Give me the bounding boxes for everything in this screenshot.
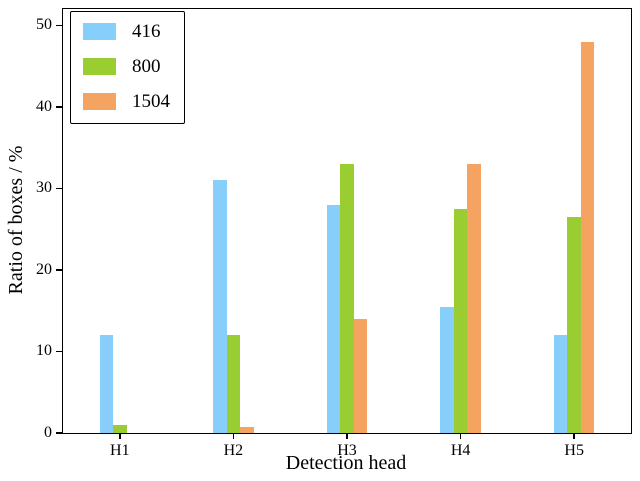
bar-416-H4	[440, 306, 454, 433]
legend-item-416: 416	[83, 22, 170, 41]
y-tick-label: 0	[44, 424, 52, 441]
y-tick-mark	[55, 350, 62, 353]
legend-label-800: 800	[132, 56, 161, 77]
legend-item-800: 800	[83, 57, 170, 76]
y-tick-mark	[55, 24, 62, 27]
x-tick-label: H4	[450, 442, 471, 459]
legend-item-1504: 1504	[83, 92, 170, 111]
x-tick-label: H2	[223, 442, 244, 459]
y-tick-label: 30	[36, 179, 52, 197]
legend-swatch-1504	[83, 93, 116, 110]
legend-label-416: 416	[132, 21, 161, 42]
y-tick-label: 40	[36, 97, 52, 115]
x-axis-label: Detection head	[285, 452, 407, 474]
y-axis-label: Ratio of boxes / %	[5, 145, 27, 295]
bar-1504-H4	[467, 163, 481, 433]
legend-label-1504: 1504	[132, 91, 170, 112]
bar-1504-H2	[240, 427, 254, 433]
y-tick-mark	[55, 269, 62, 271]
x-tick-mark	[232, 433, 235, 439]
bar-800-H4	[453, 208, 468, 433]
legend: 416 800 1504	[70, 11, 185, 124]
x-tick-label: H1	[110, 442, 130, 459]
y-tick-label: 20	[36, 260, 52, 278]
x-tick-label: H5	[564, 442, 584, 459]
bar-416-H2	[213, 180, 227, 433]
bar-800-H3	[340, 163, 354, 433]
x-tick-mark	[119, 433, 121, 439]
y-tick-label: 50	[36, 16, 52, 34]
bar-416-H1	[99, 335, 114, 433]
x-tick-mark	[346, 433, 348, 439]
y-tick-mark	[55, 432, 62, 434]
bar-1504-H5	[580, 41, 595, 433]
x-tick-mark	[459, 433, 462, 439]
bar-1504-H3	[353, 318, 368, 433]
plot-area: 416 800 1504 0 10 20 30 40 50 H1 H2 H3 H4 H5	[36, 8, 632, 459]
bar-416-H3	[326, 204, 341, 433]
bar-800-H1	[113, 424, 127, 433]
x-tick-mark	[573, 433, 575, 439]
y-tick-mark	[55, 106, 62, 108]
bar-800-H5	[567, 216, 581, 433]
bar-416-H5	[553, 335, 568, 433]
legend-swatch-416	[83, 23, 116, 40]
bar-800-H2	[226, 335, 241, 433]
y-tick-label: 10	[36, 342, 52, 360]
x-tick-label: H3	[337, 442, 357, 459]
legend-swatch-800	[83, 58, 116, 75]
y-tick-mark	[55, 187, 62, 190]
